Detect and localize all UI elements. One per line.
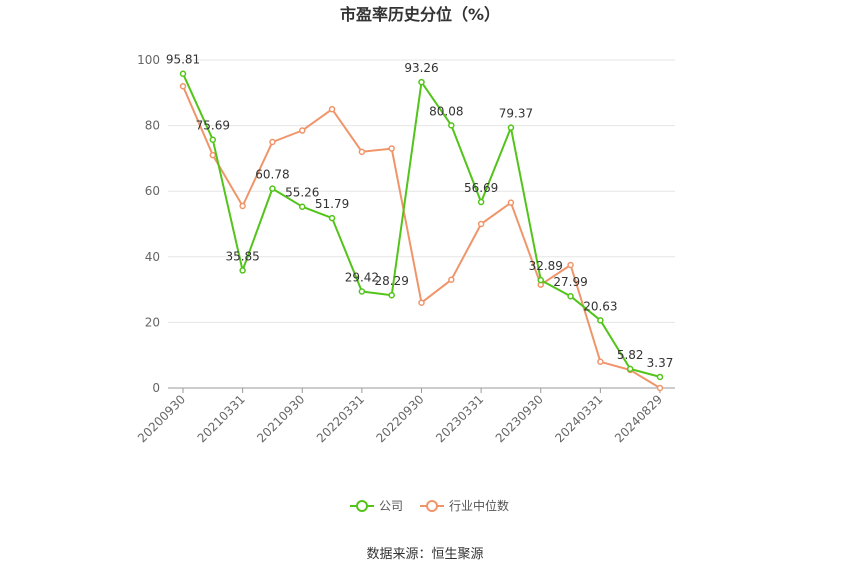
data-point	[597, 317, 604, 324]
legend-label: 公司	[379, 499, 403, 513]
x-tick-label: 20240331	[552, 392, 605, 445]
data-point	[656, 384, 664, 392]
data-label: 35.85	[225, 249, 259, 263]
x-tick-label: 20230930	[493, 392, 546, 445]
x-tick-label: 20230331	[433, 392, 486, 445]
legend[interactable]: 公司 行业中位数	[350, 498, 509, 513]
data-point	[448, 276, 455, 284]
data-point	[507, 199, 515, 206]
data-label: 20.63	[583, 299, 617, 313]
y-tick-label: 60	[145, 184, 160, 198]
data-label: 79.37	[499, 107, 533, 121]
y-tick-label: 20	[145, 315, 160, 329]
x-tick-label: 20210930	[254, 392, 307, 445]
data-point	[209, 136, 217, 143]
chart-title: 市盈率历史分位（%）	[340, 5, 500, 24]
data-label: 5.82	[617, 348, 644, 362]
data-label: 28.29	[375, 274, 409, 288]
data-point	[388, 291, 395, 299]
legend-item[interactable]: 行业中位数	[420, 498, 509, 513]
data-point	[626, 365, 634, 373]
data-point	[239, 267, 246, 274]
data-point	[507, 124, 515, 131]
data-point	[209, 151, 217, 159]
data-point	[418, 78, 425, 86]
data-point	[537, 276, 544, 284]
data-point	[328, 105, 336, 113]
x-tick-label: 20220331	[314, 392, 367, 445]
data-point	[477, 220, 485, 228]
x-tick-label: 20220930	[374, 392, 427, 445]
y-tick-label: 40	[145, 250, 160, 264]
data-label: 29.42	[345, 271, 379, 285]
data-point	[358, 288, 366, 295]
data-label: 3.37	[647, 356, 674, 370]
legend-label: 行业中位数	[449, 498, 509, 513]
data-label: 51.79	[315, 197, 349, 211]
y-axis-ticks: 0 20 40 60 80 100	[137, 53, 160, 395]
data-point	[179, 82, 187, 90]
data-point	[269, 138, 276, 146]
data-point	[388, 145, 395, 152]
data-label: 32.89	[529, 259, 563, 273]
data-point	[299, 127, 306, 134]
y-tick-label: 80	[145, 119, 160, 133]
data-point	[358, 148, 366, 156]
data-point	[239, 202, 246, 210]
data-label: 93.26	[404, 61, 438, 75]
data-point	[418, 299, 425, 306]
grid-lines	[168, 59, 675, 323]
data-point	[179, 70, 187, 77]
legend-item[interactable]: 公司	[350, 499, 403, 513]
source-note: 数据来源：恒生聚源	[366, 547, 483, 562]
data-point	[567, 292, 574, 300]
data-label: 56.69	[464, 181, 498, 195]
data-point	[299, 203, 306, 210]
series-layer	[179, 70, 664, 392]
x-tick-label: 20200930	[135, 392, 188, 445]
data-label: 95.81	[166, 53, 200, 67]
data-label: 80.08	[429, 104, 463, 118]
y-tick-label: 0	[152, 381, 160, 395]
data-point	[656, 373, 664, 381]
data-point	[477, 198, 485, 206]
data-point	[269, 185, 276, 192]
x-tick-label: 20210331	[195, 392, 248, 445]
y-tick-label: 100	[137, 53, 160, 67]
data-label: 55.26	[285, 186, 319, 200]
data-point	[567, 261, 574, 269]
data-point	[448, 122, 455, 129]
x-tick-label: 20240829	[612, 392, 665, 445]
x-axis: 20200930 20210331 20210930 20220331 20220930…	[135, 387, 675, 445]
data-point	[328, 214, 336, 222]
legend-marker	[426, 500, 438, 512]
data-point	[597, 358, 604, 366]
data-label: 27.99	[553, 275, 587, 289]
series-line	[182, 73, 661, 378]
legend-marker	[356, 500, 368, 512]
data-label: 60.78	[255, 168, 289, 182]
data-label: 75.69	[196, 119, 230, 133]
